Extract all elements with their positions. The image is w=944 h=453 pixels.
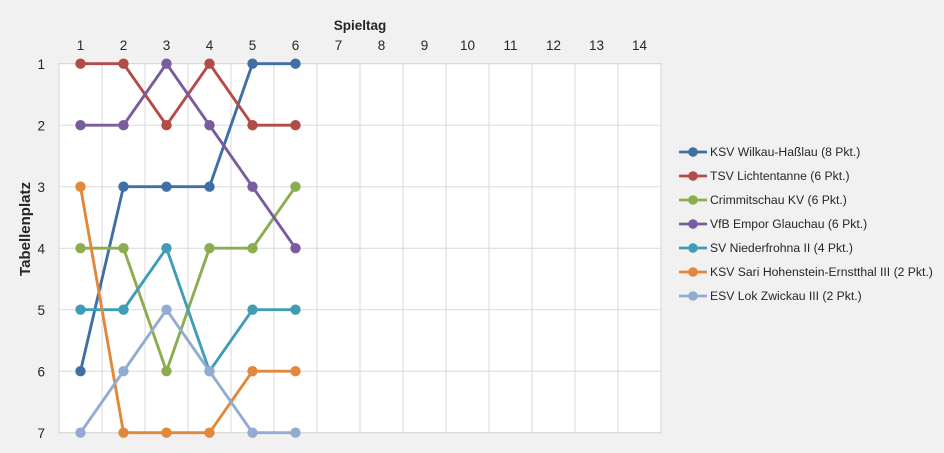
svg-text:Tabellenplatz: Tabellenplatz: [17, 182, 34, 276]
svg-text:Crimmitschau KV (6 Pkt.): Crimmitschau KV (6 Pkt.): [710, 193, 847, 207]
svg-text:8: 8: [378, 38, 386, 53]
svg-text:6: 6: [37, 365, 45, 380]
svg-text:6: 6: [292, 38, 300, 53]
svg-text:3: 3: [163, 38, 171, 53]
svg-text:9: 9: [421, 38, 429, 53]
svg-text:VfB Empor Glauchau (6 Pkt.): VfB Empor Glauchau (6 Pkt.): [710, 217, 867, 231]
svg-text:2: 2: [37, 119, 45, 134]
svg-text:10: 10: [460, 38, 475, 53]
svg-text:7: 7: [37, 426, 45, 441]
svg-text:13: 13: [589, 38, 604, 53]
svg-text:4: 4: [37, 242, 45, 257]
svg-text:7: 7: [335, 38, 343, 53]
svg-text:2: 2: [120, 38, 128, 53]
svg-text:TSV Lichtentanne (6 Pkt.): TSV Lichtentanne (6 Pkt.): [710, 169, 850, 183]
svg-text:11: 11: [503, 38, 517, 53]
svg-text:KSV Sari Hohenstein-Ernstthal: KSV Sari Hohenstein-Ernstthal III (2 Pkt…: [710, 265, 933, 279]
svg-text:Spieltag: Spieltag: [334, 18, 387, 33]
svg-text:1: 1: [37, 57, 45, 72]
svg-text:SV Niederfrohna II (4 Pkt.): SV Niederfrohna II (4 Pkt.): [710, 241, 853, 255]
svg-text:ESV Lok Zwickau III (2 Pkt.): ESV Lok Zwickau III (2 Pkt.): [710, 289, 862, 303]
svg-text:12: 12: [546, 38, 561, 53]
svg-text:3: 3: [37, 180, 45, 195]
svg-text:14: 14: [632, 38, 648, 53]
svg-text:5: 5: [37, 303, 45, 318]
svg-text:1: 1: [77, 38, 85, 53]
svg-text:5: 5: [249, 38, 257, 53]
svg-text:4: 4: [206, 38, 214, 53]
svg-text:KSV Wilkau-Haßlau (8 Pkt.): KSV Wilkau-Haßlau (8 Pkt.): [710, 145, 860, 159]
